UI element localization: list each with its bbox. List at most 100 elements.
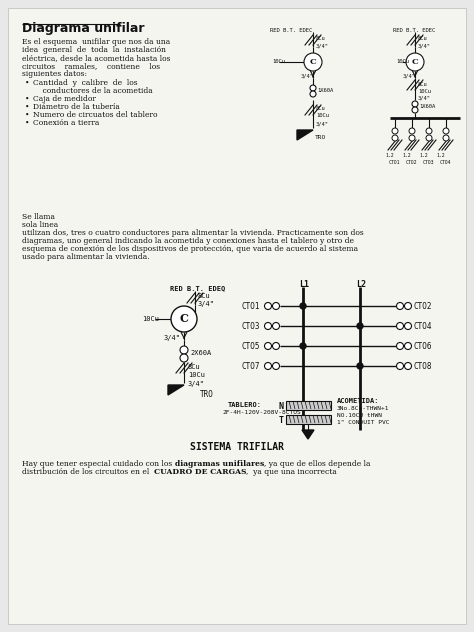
Circle shape: [171, 306, 197, 332]
Text: diagramas unifilares: diagramas unifilares: [174, 460, 264, 468]
Circle shape: [300, 303, 306, 309]
Text: TRO: TRO: [315, 135, 326, 140]
Text: ACOMETIDA:: ACOMETIDA:: [337, 398, 380, 404]
Circle shape: [273, 343, 280, 349]
Circle shape: [412, 107, 418, 113]
Text: CTO4: CTO4: [440, 160, 452, 165]
Text: 8Cu: 8Cu: [316, 36, 326, 41]
Text: 8Cu: 8Cu: [418, 36, 428, 41]
Text: •: •: [25, 119, 29, 127]
Text: CTO5: CTO5: [242, 342, 261, 351]
Circle shape: [357, 323, 363, 329]
Circle shape: [310, 85, 316, 91]
Circle shape: [412, 101, 418, 107]
Text: 10Cu: 10Cu: [142, 316, 159, 322]
Text: 3/4": 3/4": [403, 74, 416, 79]
Text: utilizan dos, tres o cuatro conductores para alimentar la vivienda. Practicament: utilizan dos, tres o cuatro conductores …: [22, 229, 364, 237]
Circle shape: [409, 135, 415, 141]
Text: circuitos    ramales,    contiene    los: circuitos ramales, contiene los: [22, 62, 160, 70]
Text: esquema de conexión de los dispositivos de protección, que varia de acuerdo al s: esquema de conexión de los dispositivos …: [22, 245, 358, 253]
Text: CTO1: CTO1: [242, 302, 261, 311]
Text: Cantidad  y  calibre  de  los: Cantidad y calibre de los: [33, 79, 137, 87]
Circle shape: [300, 343, 306, 349]
Text: 1.2: 1.2: [403, 153, 411, 158]
Text: 2F-4H-120V-208V-8CTOS.: 2F-4H-120V-208V-8CTOS.: [222, 410, 304, 415]
Text: C: C: [180, 313, 189, 324]
Text: SISTEMA TRIFILAR: SISTEMA TRIFILAR: [190, 442, 284, 452]
Circle shape: [357, 363, 363, 369]
Text: 8Cu: 8Cu: [188, 364, 201, 370]
Text: 10Cu: 10Cu: [188, 372, 205, 378]
Text: CUADRO DE CARGAS: CUADRO DE CARGAS: [154, 468, 246, 476]
Text: diagramas, uno general indicando la acometida y conexiones hasta el tablero y ot: diagramas, uno general indicando la acom…: [22, 237, 354, 245]
Circle shape: [264, 363, 272, 370]
Text: 3/4": 3/4": [418, 96, 431, 101]
Circle shape: [443, 135, 449, 141]
Text: Conexión a tierra: Conexión a tierra: [33, 119, 100, 127]
Text: 10Cu: 10Cu: [316, 113, 329, 118]
Text: 3No.8Cu-THWN+1: 3No.8Cu-THWN+1: [337, 406, 390, 411]
Text: Diámetro de la tubería: Diámetro de la tubería: [33, 103, 120, 111]
Text: 1.2: 1.2: [419, 153, 428, 158]
Circle shape: [404, 363, 411, 370]
Circle shape: [392, 128, 398, 134]
Text: RED B.T. EDEQ: RED B.T. EDEQ: [170, 285, 225, 291]
Text: 10Cu: 10Cu: [418, 89, 431, 94]
Text: Se llama: Se llama: [22, 213, 57, 221]
Text: CTO3: CTO3: [423, 160, 435, 165]
Text: 1X60A: 1X60A: [419, 104, 435, 109]
Text: NO.10CU tHWN: NO.10CU tHWN: [337, 413, 382, 418]
Text: L2: L2: [356, 280, 366, 289]
Text: Es el esquema  unifilar que nos da una: Es el esquema unifilar que nos da una: [22, 38, 170, 46]
Text: idea  general  de  toda  la  instalación: idea general de toda la instalación: [22, 46, 166, 54]
Circle shape: [264, 322, 272, 329]
Text: , ya que de ellos depende la: , ya que de ellos depende la: [264, 460, 371, 468]
Text: 2X60A: 2X60A: [190, 350, 211, 356]
Text: •: •: [25, 79, 29, 87]
Text: CTO4: CTO4: [414, 322, 432, 331]
Text: T: T: [279, 416, 284, 425]
Text: 1" CONDUIT PVC: 1" CONDUIT PVC: [337, 420, 390, 425]
Text: Hay que tener especial cuidado con los: Hay que tener especial cuidado con los: [22, 460, 174, 468]
Text: conductores de la acometida: conductores de la acometida: [33, 87, 153, 95]
Text: 3/4": 3/4": [164, 335, 181, 341]
Polygon shape: [168, 385, 184, 395]
Circle shape: [180, 354, 188, 362]
Text: 3/4": 3/4": [316, 43, 329, 48]
Text: 3/4": 3/4": [418, 43, 431, 48]
Text: 1.2: 1.2: [386, 153, 394, 158]
Circle shape: [396, 322, 403, 329]
Text: Numero de circuatos del tablero: Numero de circuatos del tablero: [33, 111, 157, 119]
Text: •: •: [25, 111, 29, 119]
Text: C: C: [310, 58, 316, 66]
Text: ,  ya que una incorrecta: , ya que una incorrecta: [246, 468, 337, 476]
Text: usado para alimentar la vivienda.: usado para alimentar la vivienda.: [22, 253, 150, 261]
Circle shape: [406, 53, 424, 71]
Circle shape: [273, 322, 280, 329]
Circle shape: [396, 343, 403, 349]
Circle shape: [396, 303, 403, 310]
Circle shape: [426, 135, 432, 141]
Text: CTO2: CTO2: [414, 302, 432, 311]
Text: siguientes datos:: siguientes datos:: [22, 70, 87, 78]
Text: sola linea: sola linea: [22, 221, 61, 229]
Text: •: •: [25, 95, 29, 103]
Text: L1: L1: [299, 280, 309, 289]
Text: 8Cu: 8Cu: [418, 82, 428, 87]
Text: CTO6: CTO6: [414, 342, 432, 351]
Circle shape: [273, 363, 280, 370]
Text: 8Cu: 8Cu: [198, 293, 211, 299]
Bar: [286, 415, 331, 424]
Circle shape: [404, 322, 411, 329]
Circle shape: [310, 91, 316, 97]
Text: 10Cu: 10Cu: [272, 59, 285, 64]
Text: 1X60A: 1X60A: [317, 88, 333, 93]
Circle shape: [404, 343, 411, 349]
Circle shape: [396, 363, 403, 370]
Text: TABLERO:: TABLERO:: [228, 402, 262, 408]
Circle shape: [273, 303, 280, 310]
Circle shape: [392, 135, 398, 141]
Circle shape: [443, 128, 449, 134]
Text: C: C: [411, 58, 419, 66]
Text: N: N: [279, 402, 284, 411]
